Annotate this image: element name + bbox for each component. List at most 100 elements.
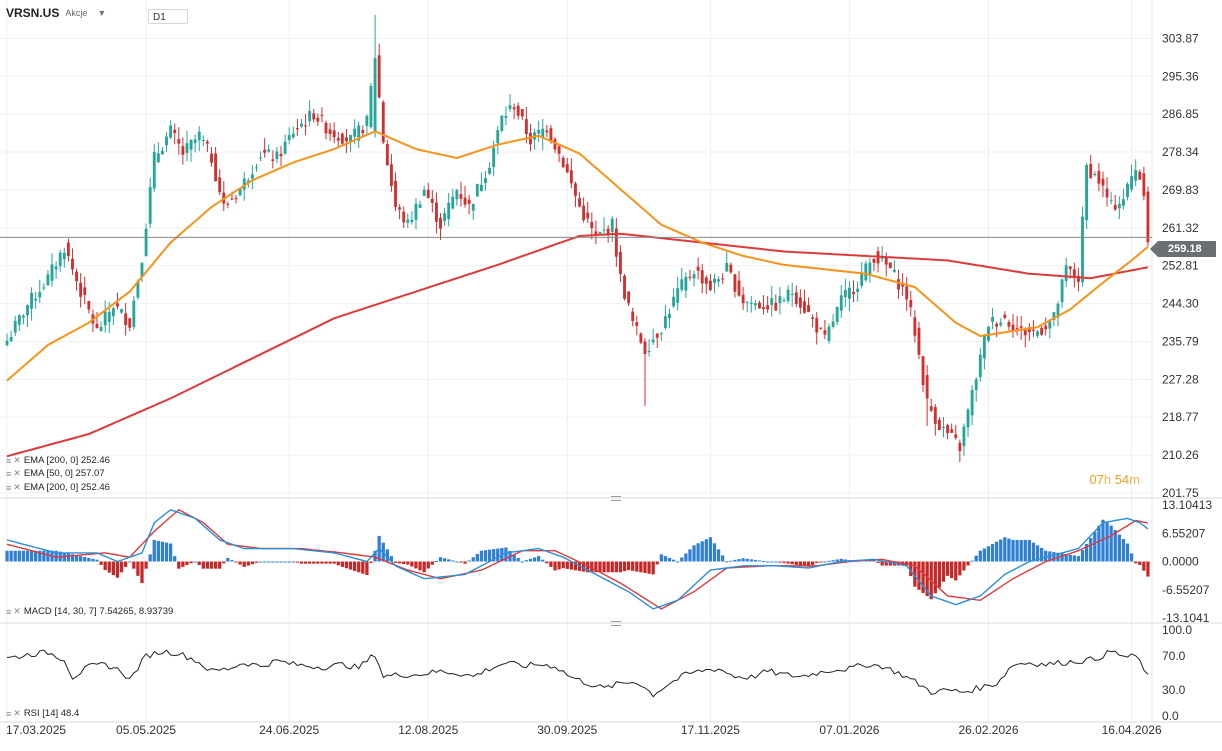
time-axis-label: 16.04.2026 bbox=[1102, 723, 1162, 737]
candle-body bbox=[962, 426, 966, 447]
candle-body bbox=[704, 277, 708, 284]
chevron-down-icon[interactable]: ▼ bbox=[97, 8, 107, 18]
candle-body bbox=[610, 218, 614, 233]
candle-body bbox=[594, 231, 598, 235]
candle-body bbox=[745, 301, 749, 303]
candle-body bbox=[120, 309, 123, 313]
macd-histogram-bar bbox=[418, 561, 422, 571]
candle-body bbox=[398, 207, 402, 210]
candle-body bbox=[5, 340, 9, 346]
pane-resize-handle[interactable] bbox=[611, 496, 621, 501]
candle-body bbox=[381, 102, 385, 143]
candle-body bbox=[1019, 326, 1023, 328]
candle-body bbox=[823, 330, 827, 335]
candle-body bbox=[696, 266, 700, 271]
macd-histogram-bar bbox=[160, 541, 165, 562]
macd-histogram-bar bbox=[1015, 539, 1019, 562]
price-axis-label: 201.75 bbox=[1162, 486, 1199, 500]
macd-histogram-bar bbox=[790, 561, 794, 565]
macd-histogram-bar bbox=[181, 561, 185, 567]
close-icon[interactable]: ✕ bbox=[13, 455, 21, 465]
candle-body bbox=[42, 287, 46, 289]
macd-histogram-bar bbox=[581, 561, 586, 572]
candle-body bbox=[214, 153, 218, 182]
timeframe-selector[interactable]: D1 bbox=[148, 9, 188, 24]
close-icon[interactable]: ✕ bbox=[13, 482, 21, 492]
macd-histogram-bar bbox=[1023, 539, 1027, 562]
candle-body bbox=[447, 202, 451, 220]
candle-body bbox=[749, 302, 753, 305]
macd-histogram-bar bbox=[794, 561, 798, 565]
candle-body bbox=[663, 316, 667, 328]
macd-histogram-bar bbox=[945, 561, 950, 576]
candle-body bbox=[467, 199, 471, 204]
macd-histogram-bar bbox=[1089, 537, 1093, 562]
candle-body bbox=[385, 143, 389, 165]
candle-body bbox=[729, 264, 733, 273]
candle-body bbox=[790, 293, 794, 295]
pane-resize-handle[interactable] bbox=[611, 621, 621, 626]
macd-histogram-bar bbox=[348, 561, 353, 570]
menu-icon[interactable]: ≡ bbox=[6, 468, 11, 479]
indicator-legend-ema-c: ≡ ✕ EMA [200, 0] 252.46 bbox=[6, 482, 110, 493]
macd-histogram-bar bbox=[320, 561, 324, 564]
candle-body bbox=[1121, 199, 1125, 206]
candle-body bbox=[700, 270, 704, 284]
candle-body bbox=[34, 298, 38, 301]
macd-histogram-bar bbox=[267, 561, 271, 563]
candle-body bbox=[377, 55, 381, 98]
candle-body bbox=[921, 356, 925, 386]
candle-body bbox=[815, 318, 819, 333]
candle-body bbox=[26, 305, 29, 316]
macd-histogram-bar bbox=[164, 542, 169, 562]
candle-body bbox=[659, 333, 663, 335]
candle-body bbox=[1032, 329, 1035, 331]
candle-body bbox=[766, 305, 770, 310]
menu-icon[interactable]: ≡ bbox=[6, 708, 11, 719]
candle-body bbox=[275, 151, 279, 160]
close-icon[interactable]: ✕ bbox=[13, 606, 21, 616]
candle-body bbox=[111, 308, 115, 317]
macd-histogram-bar bbox=[810, 561, 815, 565]
candle-body bbox=[1126, 183, 1129, 198]
macd-histogram-bar bbox=[414, 561, 418, 569]
candle-body bbox=[353, 128, 357, 137]
macd-histogram-bar bbox=[83, 557, 87, 562]
time-axis-label: 30.09.2025 bbox=[537, 723, 597, 737]
macd-histogram-bar bbox=[569, 561, 574, 570]
menu-icon[interactable]: ≡ bbox=[6, 455, 11, 466]
candle-body bbox=[565, 164, 569, 173]
symbol-label[interactable]: VRSN.US bbox=[6, 6, 60, 20]
candle-body bbox=[263, 149, 267, 153]
macd-histogram-bar bbox=[25, 550, 30, 562]
macd-histogram-bar bbox=[54, 550, 58, 562]
candle-body bbox=[627, 291, 631, 304]
close-icon[interactable]: ✕ bbox=[13, 708, 21, 718]
close-icon[interactable]: ✕ bbox=[13, 468, 21, 478]
macd-histogram-bar bbox=[1146, 561, 1150, 577]
time-axis-label: 17.03.2025 bbox=[6, 723, 66, 737]
candle-body bbox=[99, 326, 103, 331]
macd-histogram-bar bbox=[835, 559, 839, 562]
price-axis-label: 269.83 bbox=[1162, 183, 1199, 197]
macd-line bbox=[6, 509, 1149, 610]
candle-body bbox=[590, 221, 594, 229]
candle-body bbox=[1134, 170, 1138, 181]
macd-histogram-bar bbox=[226, 557, 230, 562]
rsi-axis-label: 30.0 bbox=[1162, 683, 1186, 697]
macd-histogram-bar bbox=[541, 559, 545, 562]
candle-body bbox=[148, 186, 152, 224]
candle-body bbox=[1105, 188, 1109, 198]
price-axis-label: 261.32 bbox=[1162, 221, 1199, 235]
price-axis-label: 210.26 bbox=[1162, 448, 1199, 462]
menu-icon[interactable]: ≡ bbox=[6, 606, 11, 617]
menu-icon[interactable]: ≡ bbox=[6, 482, 11, 493]
candle-body bbox=[328, 129, 332, 135]
candle-body bbox=[9, 337, 13, 342]
macd-histogram-bar bbox=[827, 560, 831, 562]
candle-body bbox=[856, 288, 860, 292]
macd-histogram-bar bbox=[978, 550, 982, 562]
macd-histogram-bar bbox=[917, 561, 921, 590]
